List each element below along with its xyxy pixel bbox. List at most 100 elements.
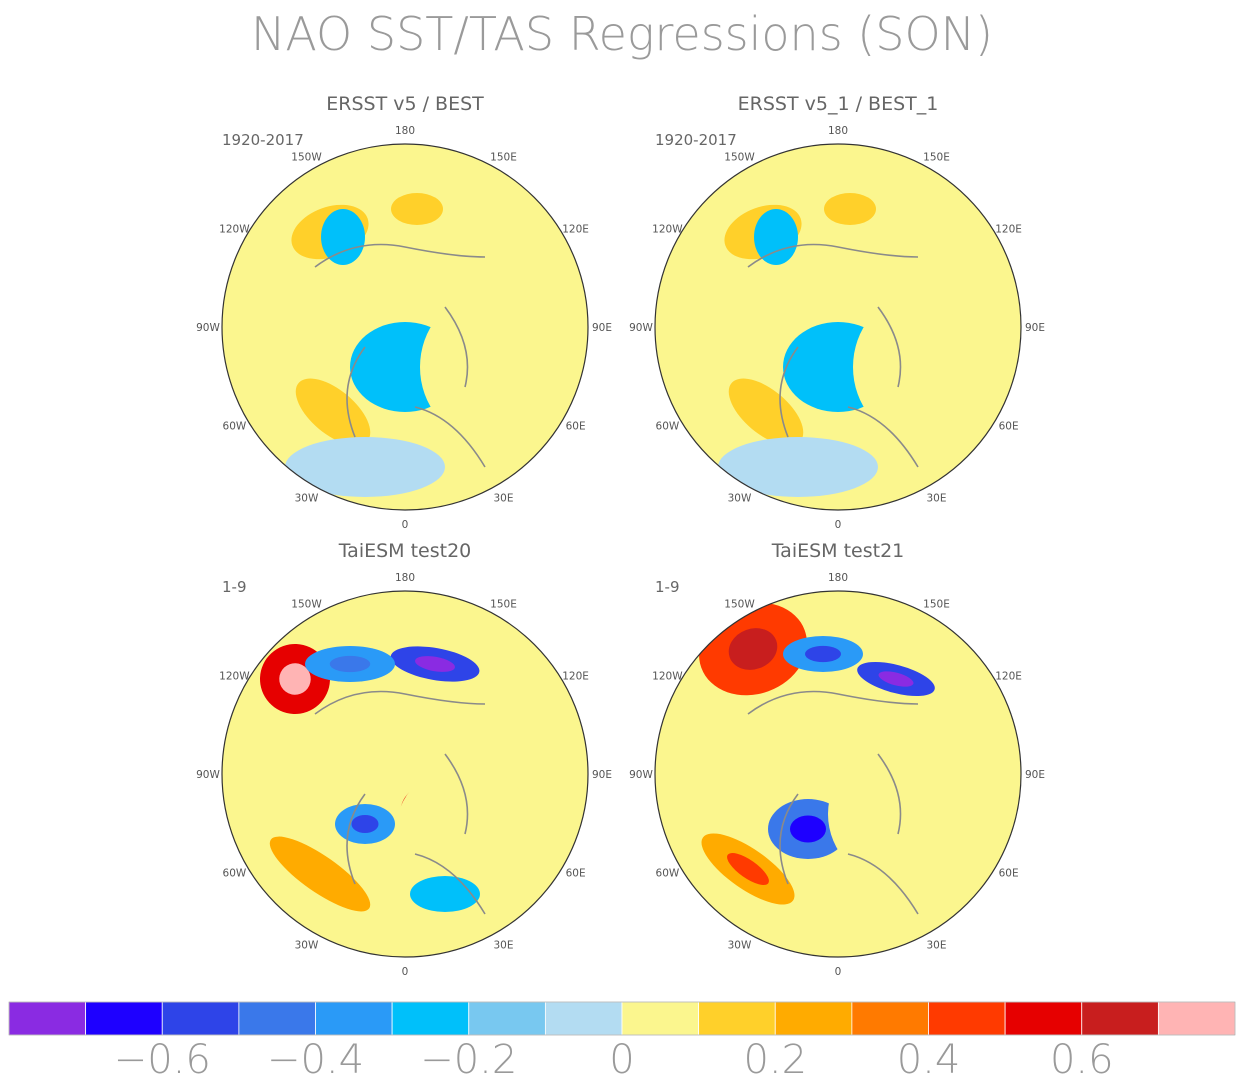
anomaly-core — [279, 663, 311, 695]
map-panels: ERSST v5 / BEST 1920-2017 180 150E 120E 90E 60… — [196, 93, 1045, 978]
colorbar-swatch — [774, 1001, 853, 1036]
longitude-label: 60W — [223, 868, 247, 880]
longitude-label: 60E — [566, 421, 586, 433]
longitude-label: 90E — [592, 769, 612, 781]
longitude-label: 120E — [995, 224, 1022, 236]
anomaly-region — [410, 876, 480, 912]
colorbar-swatch — [238, 1001, 316, 1036]
longitude-label: 30W — [295, 493, 319, 505]
longitude-label: 30W — [728, 940, 752, 952]
anomaly-region — [828, 744, 968, 884]
colorbar-tick-label: 0 — [609, 1037, 634, 1082]
anomaly-region — [285, 437, 445, 497]
longitude-label: 0 — [402, 519, 409, 531]
anomaly-region — [754, 209, 798, 265]
longitude-label: 60W — [223, 421, 247, 433]
colorbar-swatch — [315, 1001, 393, 1036]
longitude-label: 30E — [494, 493, 514, 505]
anomaly-region — [269, 836, 371, 912]
anomaly-core — [351, 815, 379, 833]
map-background — [222, 591, 588, 957]
colorbar-tick-label: 0.6 — [1050, 1037, 1114, 1082]
colorbar-swatch — [391, 1001, 470, 1036]
longitude-label: 150W — [291, 598, 322, 610]
map-panel-4: TaiESM test21 1-9 180 150E 120E 90E 60E 30E 0 30W… — [629, 540, 1045, 978]
longitude-label: 120W — [652, 671, 683, 683]
longitude-label: 120E — [995, 671, 1022, 683]
colorbar-swatch — [161, 1001, 240, 1036]
colorbar-swatch — [1004, 1001, 1083, 1036]
anomaly-core — [415, 656, 455, 672]
longitude-label: 60W — [656, 421, 680, 433]
anomaly-core — [878, 671, 914, 687]
colorbar-tick-label: −0.4 — [267, 1037, 364, 1082]
longitude-label: 90E — [1025, 769, 1045, 781]
panel-period: 1920-2017 — [655, 131, 737, 149]
longitude-label: 120E — [562, 224, 589, 236]
figure-title: NAO SST/TAS Regressions (SON) — [251, 7, 993, 61]
longitude-label: 60E — [999, 421, 1019, 433]
panel-period: 1920-2017 — [222, 131, 304, 149]
longitude-label: 30E — [927, 940, 947, 952]
longitude-label: 180 — [828, 572, 848, 584]
colorbar-swatch — [544, 1001, 623, 1036]
map-outline — [654, 590, 1022, 958]
longitude-label: 150W — [724, 598, 755, 610]
anomaly-core — [728, 628, 778, 670]
map-outline — [221, 143, 589, 511]
longitude-label: 120W — [652, 224, 683, 236]
longitude-label: 90W — [196, 322, 220, 334]
map-panel-1: ERSST v5 / BEST 1920-2017 180 150E 120E 90E 60… — [196, 93, 612, 531]
longitude-label: 90E — [1025, 322, 1045, 334]
longitude-label: 90W — [196, 769, 220, 781]
longitude-label: 150E — [923, 151, 950, 163]
colorbar-swatch — [928, 1001, 1006, 1036]
longitude-label: 30W — [728, 493, 752, 505]
colorbar-swatch — [85, 1001, 163, 1036]
anomaly-region — [391, 193, 443, 225]
panel-title: TaiESM test21 — [771, 540, 905, 562]
anomaly-region — [718, 437, 878, 497]
map-outline — [654, 143, 1022, 511]
longitude-label: 90E — [592, 322, 612, 334]
coastline — [747, 243, 919, 468]
longitude-label: 180 — [395, 572, 415, 584]
coastline — [747, 690, 919, 915]
longitude-label: 120W — [219, 671, 250, 683]
panel-title: TaiESM test20 — [338, 540, 472, 562]
colorbar-swatch — [621, 1001, 700, 1036]
anomaly-region — [420, 297, 540, 437]
longitude-label: 90W — [629, 322, 653, 334]
colorbar-swatch — [468, 1001, 546, 1036]
panel-title: ERSST v5_1 / BEST_1 — [738, 93, 939, 115]
longitude-label: 120W — [219, 224, 250, 236]
longitude-label: 30E — [494, 940, 514, 952]
longitude-label: 120E — [562, 671, 589, 683]
colorbar-swatch — [698, 1001, 776, 1036]
anomaly-core — [805, 645, 841, 663]
longitude-label: 90W — [629, 769, 653, 781]
longitude-label: 60E — [999, 868, 1019, 880]
colorbar-tick-label: −0.2 — [420, 1037, 517, 1082]
colorbar-swatch — [851, 1001, 929, 1036]
longitude-label: 30W — [295, 940, 319, 952]
longitude-label: 150E — [490, 598, 517, 610]
colorbar-tick-label: 0.2 — [743, 1037, 807, 1082]
longitude-label: 180 — [395, 125, 415, 137]
longitude-label: 150W — [724, 151, 755, 163]
colorbar-swatch — [1081, 1001, 1159, 1036]
longitude-label: 60W — [656, 868, 680, 880]
colorbar-swatch — [1157, 1001, 1236, 1036]
longitude-label: 0 — [835, 966, 842, 978]
colorbar-tick-label: −0.6 — [114, 1037, 211, 1082]
longitude-label: 180 — [828, 125, 848, 137]
longitude-label: 60E — [566, 868, 586, 880]
colorbar-swatch — [8, 1001, 87, 1036]
anomaly-region — [321, 209, 365, 265]
colorbar: −0.6 −0.4 −0.2 0 0.2 0.4 0.6 — [8, 1001, 1236, 1082]
panel-title: ERSST v5 / BEST — [326, 93, 484, 115]
map-outline — [221, 590, 589, 958]
colorbar-tick-label: 0.4 — [897, 1037, 961, 1082]
